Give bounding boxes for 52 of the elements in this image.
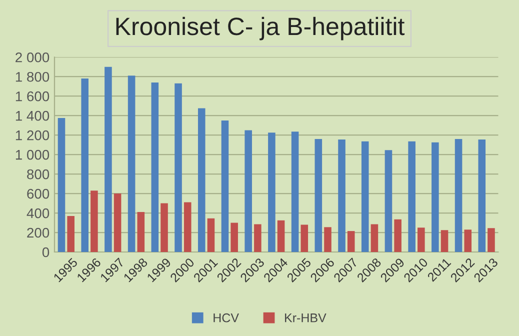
bar	[104, 66, 112, 252]
y-tick-label: 1 200	[16, 130, 50, 140]
bar	[440, 230, 448, 252]
bar	[384, 150, 392, 252]
bar	[277, 220, 285, 252]
y-tick-label: 1 000	[16, 150, 50, 160]
bar	[361, 141, 369, 252]
y-tick-label: 600	[27, 188, 50, 199]
y-tick-label: 800	[27, 169, 50, 180]
y-tick-label: 400	[26, 208, 50, 218]
bar	[408, 141, 416, 252]
bar	[418, 228, 425, 252]
chart-title: Krooniset C- ja B-hepatiitit	[116, 16, 405, 40]
bar	[314, 138, 322, 252]
bar	[90, 190, 98, 252]
bar	[221, 120, 229, 252]
bar	[137, 212, 145, 252]
bar	[114, 194, 122, 252]
bar	[207, 218, 215, 252]
bar	[244, 130, 252, 252]
legend-label: Kr-HBV	[285, 314, 326, 322]
bar	[160, 203, 168, 252]
bar	[478, 139, 486, 252]
bar	[67, 216, 74, 252]
y-tick-label: 200	[27, 228, 50, 238]
bar	[58, 118, 66, 252]
bar	[174, 83, 182, 252]
legend-label: HCV	[214, 313, 239, 322]
bar	[151, 82, 159, 252]
bar	[300, 224, 308, 252]
y-tick-label: 1 600	[16, 91, 50, 102]
y-tick-label: 1 400	[16, 110, 50, 121]
bar	[324, 227, 332, 252]
bar	[370, 224, 378, 252]
bar	[198, 108, 206, 252]
bar	[291, 132, 299, 252]
bar	[347, 231, 355, 252]
bar	[432, 142, 439, 252]
bar	[254, 224, 262, 252]
bar	[81, 78, 88, 252]
bar	[394, 219, 402, 252]
y-tick-label: 0	[42, 247, 50, 258]
bar	[128, 76, 136, 252]
bar	[268, 132, 276, 252]
y-tick-label: 1 800	[16, 72, 50, 82]
bar	[454, 138, 462, 252]
bar	[488, 228, 495, 252]
bar	[464, 230, 472, 252]
bar	[230, 222, 238, 252]
y-tick-label: 2 000	[16, 52, 50, 62]
bar	[184, 202, 192, 252]
bar	[338, 139, 346, 252]
